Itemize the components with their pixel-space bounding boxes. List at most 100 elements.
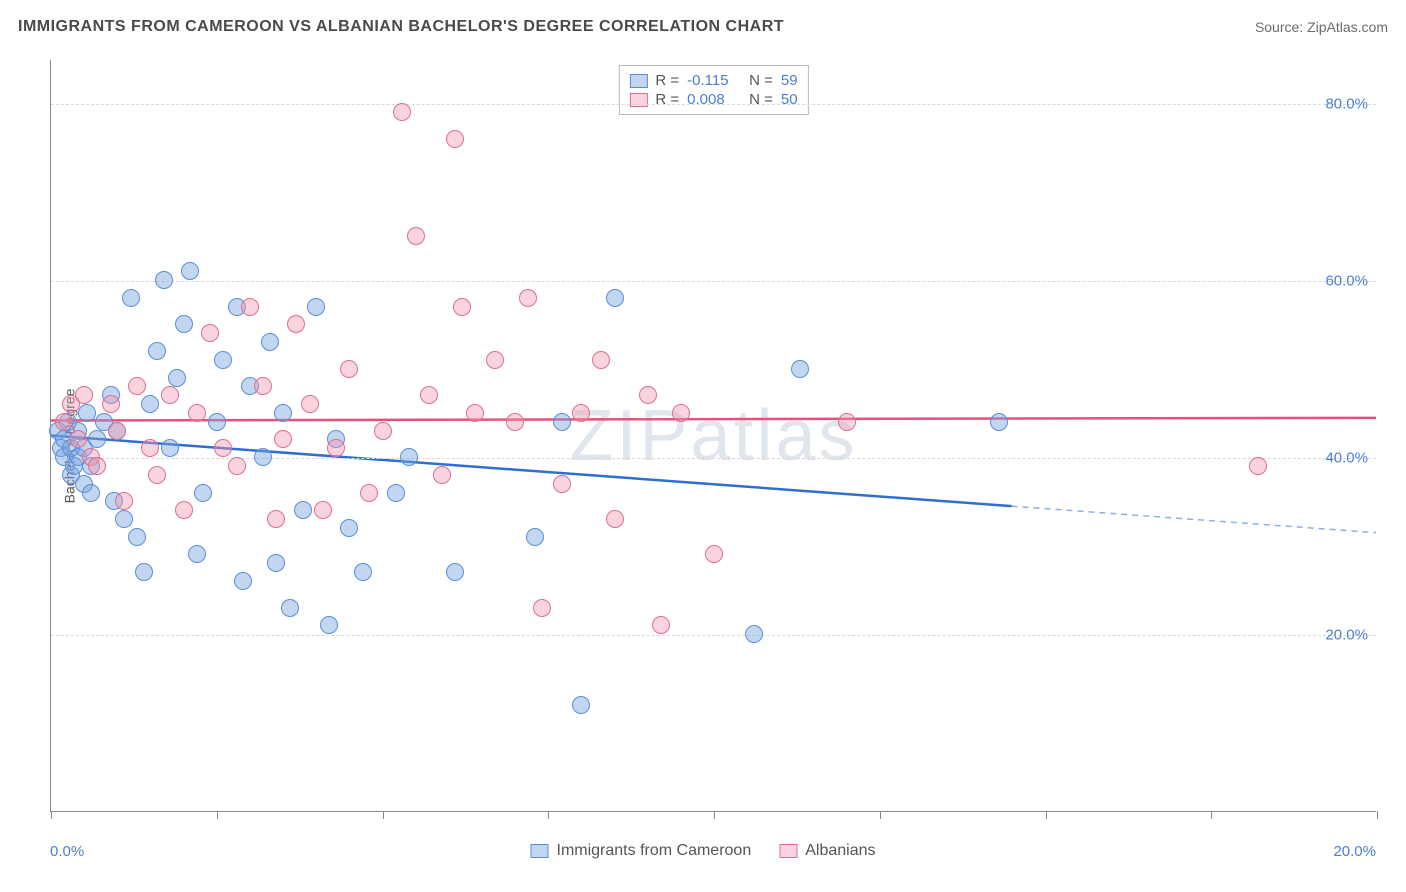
x-tick-label-max: 20.0% [1333,843,1376,860]
scatter-point [639,386,657,404]
scatter-point [592,351,610,369]
scatter-point [745,625,763,643]
scatter-point [128,377,146,395]
gridline-h [51,458,1376,459]
scatter-point [122,289,140,307]
trend-line [51,418,1376,421]
scatter-point [606,510,624,528]
legend-stats-row: R =0.008N =50 [629,91,797,108]
scatter-point [115,492,133,510]
scatter-point [75,386,93,404]
scatter-point [572,404,590,422]
scatter-point [294,501,312,519]
scatter-point [340,519,358,537]
legend-r-label: R = [655,91,679,108]
scatter-point [194,484,212,502]
scatter-point [88,457,106,475]
legend-series: Immigrants from Cameroon Albanians [531,842,876,860]
gridline-h [51,635,1376,636]
scatter-point [128,528,146,546]
scatter-point [102,395,120,413]
scatter-point [228,457,246,475]
scatter-point [274,404,292,422]
scatter-point [78,404,96,422]
scatter-point [175,501,193,519]
legend-series-label: Immigrants from Cameroon [557,842,752,860]
x-tick [1211,811,1212,819]
legend-swatch [629,74,647,88]
scatter-point [990,413,1008,431]
scatter-point [208,413,226,431]
legend-n-value: 50 [781,91,798,108]
scatter-point [148,342,166,360]
scatter-point [155,271,173,289]
x-tick [1046,811,1047,819]
legend-r-label: R = [655,72,679,89]
legend-stats-row: R =-0.115N =59 [629,72,797,89]
gridline-h [51,281,1376,282]
scatter-point [141,439,159,457]
scatter-point [108,422,126,440]
source-label: Source: ZipAtlas.com [1255,19,1388,35]
scatter-point [181,262,199,280]
scatter-point [261,333,279,351]
scatter-point [360,484,378,502]
legend-series-item: Immigrants from Cameroon [531,842,752,860]
scatter-point [486,351,504,369]
scatter-point [652,616,670,634]
scatter-point [161,386,179,404]
scatter-point [407,227,425,245]
trend-line-extrapolated [1012,506,1376,533]
scatter-point [446,130,464,148]
x-tick [880,811,881,819]
scatter-point [340,360,358,378]
scatter-point [148,466,166,484]
x-tick [383,811,384,819]
scatter-point [55,413,73,431]
scatter-point [314,501,332,519]
watermark: ZIPatlas [569,395,857,477]
scatter-point [201,324,219,342]
y-tick-label: 80.0% [1325,96,1368,113]
scatter-point [267,554,285,572]
scatter-point [791,360,809,378]
scatter-point [188,545,206,563]
scatter-point [135,563,153,581]
scatter-point [838,413,856,431]
scatter-point [88,430,106,448]
scatter-point [526,528,544,546]
scatter-point [393,103,411,121]
scatter-point [400,448,418,466]
y-tick-label: 20.0% [1325,627,1368,644]
scatter-point [168,369,186,387]
scatter-point [533,599,551,617]
x-tick [217,811,218,819]
chart-container: IMMIGRANTS FROM CAMEROON VS ALBANIAN BAC… [0,0,1406,892]
scatter-point [553,475,571,493]
scatter-point [354,563,372,581]
scatter-point [433,466,451,484]
scatter-point [301,395,319,413]
x-tick [714,811,715,819]
scatter-point [267,510,285,528]
scatter-point [254,448,272,466]
x-tick [548,811,549,819]
scatter-point [519,289,537,307]
scatter-point [82,484,100,502]
scatter-point [307,298,325,316]
scatter-point [553,413,571,431]
scatter-point [606,289,624,307]
y-tick-label: 40.0% [1325,450,1368,467]
scatter-point [446,563,464,581]
scatter-point [287,315,305,333]
legend-series-label: Albanians [805,842,875,860]
legend-r-value: -0.115 [687,72,741,89]
scatter-point [214,351,232,369]
title-bar: IMMIGRANTS FROM CAMEROON VS ALBANIAN BAC… [18,18,1388,36]
scatter-point [320,616,338,634]
x-tick-label-min: 0.0% [50,843,84,860]
scatter-point [234,572,252,590]
scatter-point [175,315,193,333]
scatter-point [115,510,133,528]
scatter-point [387,484,405,502]
